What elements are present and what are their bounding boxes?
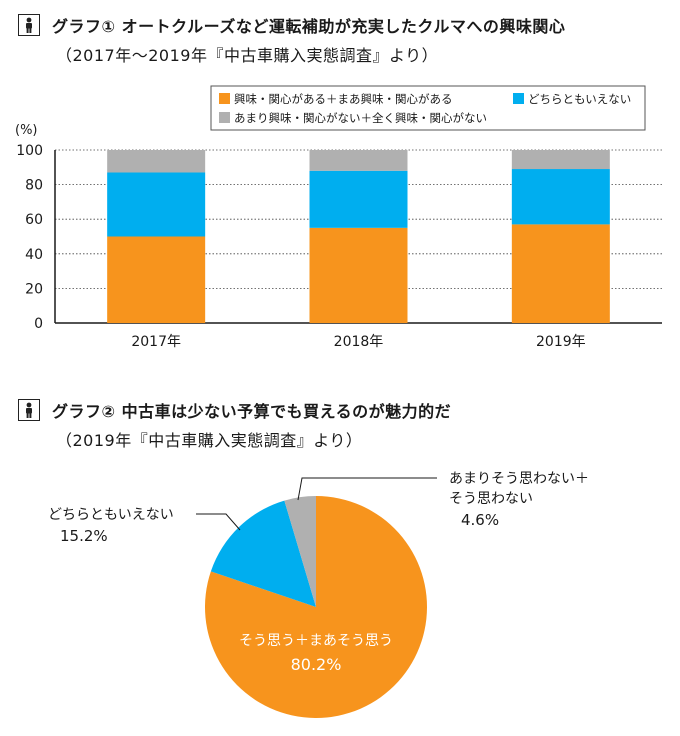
callout-line-neutral (196, 513, 241, 531)
y-tick-label: 60 (25, 212, 43, 228)
legend-swatch-not-interested (219, 112, 230, 123)
stacked-bar-chart: 興味・関心がある＋まあ興味・関心がある どちらともいえない あまり興味・関心がな… (15, 85, 662, 350)
bar-segment (511, 169, 610, 225)
bar-segment (107, 172, 206, 237)
chart2-header: グラフ② 中古車は少ない予算でも買えるのが魅力的だ (18, 398, 451, 422)
bar-segment (511, 150, 610, 170)
bar-segment (309, 170, 408, 228)
legend-label-not-interested: あまり興味・関心がない＋全く興味・関心がない (234, 111, 487, 125)
bar-segment (309, 227, 408, 323)
person-icon (18, 399, 40, 421)
pie-slice-neutral (210, 500, 316, 607)
pie-label-negative-line1: あまりそう思わない＋ (449, 471, 589, 487)
legend-swatch-neutral (513, 93, 524, 104)
x-tick-label: 2019年 (536, 334, 586, 350)
legend-label-interested: 興味・関心がある＋まあ興味・関心がある (234, 92, 453, 106)
callout-line-negative (297, 477, 437, 501)
x-tick-label: 2017年 (131, 334, 181, 350)
y-tick-label: 100 (16, 143, 43, 159)
pie-value-neutral: 15.2% (60, 527, 108, 545)
y-tick-label: 40 (25, 247, 43, 263)
chart2-title: グラフ② 中古車は少ない予算でも買えるのが魅力的だ (52, 402, 452, 421)
x-tick-label: 2018年 (334, 334, 384, 350)
legend-swatch-interested (219, 93, 230, 104)
chart1-title: グラフ① オートクルーズなど運転補助が充実したクルマへの興味関心 (52, 17, 566, 36)
legend-box (210, 85, 646, 131)
pie-slice-negative (284, 496, 316, 607)
pie-label-negative-line2: そう思わない (449, 491, 533, 507)
bar-segment (107, 150, 206, 173)
y-axis-unit: (%) (15, 123, 38, 138)
y-tick-label: 20 (25, 281, 43, 297)
bar-segment (107, 236, 206, 323)
bar-segment (309, 150, 408, 171)
pie-value-negative: 4.6% (461, 511, 499, 529)
y-tick-label: 0 (34, 316, 43, 332)
person-icon (18, 14, 40, 36)
pie-value-positive: 80.2% (291, 655, 342, 674)
chart1-subtitle: （2017年～2019年『中古車購入実態調査』より） (56, 46, 439, 65)
bar-segment (511, 224, 610, 323)
pie-label-neutral: どちらともいえない (48, 507, 174, 523)
y-tick-label: 80 (25, 178, 43, 194)
legend-label-neutral: どちらともいえない (528, 92, 631, 106)
pie-label-positive: そう思う＋まあそう思う (239, 633, 393, 649)
chart2-subtitle: （2019年『中古車購入実態調査』より） (56, 431, 363, 450)
chart1-header: グラフ① オートクルーズなど運転補助が充実したクルマへの興味関心 (18, 13, 565, 37)
